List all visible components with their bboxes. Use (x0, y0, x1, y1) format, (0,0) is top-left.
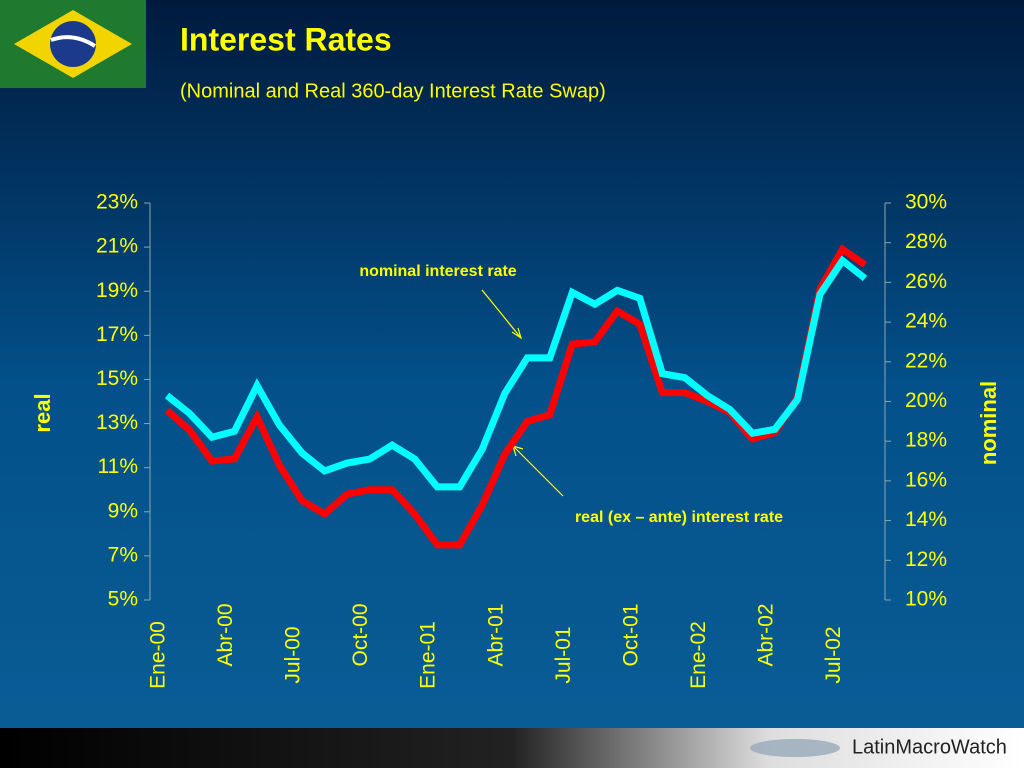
y2-tick-label: 18% (905, 429, 947, 452)
y2-tick-label: 26% (905, 270, 947, 293)
y2-tick-label: 20% (905, 389, 947, 412)
y-tick-label: 21% (96, 235, 138, 258)
y-tick-label: 19% (96, 279, 138, 302)
chart-title: Interest Rates (180, 21, 392, 57)
line-series (164, 244, 867, 549)
x-tick-label: Jul-01 (552, 626, 575, 683)
x-tick-label: Ene-00 (147, 621, 170, 689)
annotation-arrows (481, 289, 564, 497)
y2-tick-label: 16% (905, 468, 947, 491)
annotation: real (ex – ante) interest rate (575, 509, 783, 526)
footer-bar (0, 728, 1024, 768)
y-tick-label: 7% (108, 543, 138, 566)
line-series (164, 255, 868, 491)
y2-tick-label: 12% (905, 548, 947, 571)
x-tick-label: Jul-00 (282, 626, 305, 683)
x-tick-label: Abr-01 (484, 603, 507, 666)
y2-tick-label: 30% (905, 191, 947, 214)
y-tick-label: 23% (96, 191, 138, 214)
logo-text: LatinMacroWatch (852, 736, 1007, 758)
logo: LatinMacroWatch (750, 736, 1007, 758)
y2-tick-label: 14% (905, 508, 947, 531)
flag (0, 0, 146, 88)
y2-axis-title: nominal (976, 381, 1001, 465)
x-tick-label: Abr-00 (214, 603, 237, 666)
x-tick-label: Ene-02 (687, 621, 710, 689)
y2-tick-label: 10% (905, 588, 947, 611)
y-tick-label: 11% (98, 455, 138, 478)
y-tick-label: 9% (108, 499, 138, 522)
x-tick-label: Abr-02 (754, 603, 777, 666)
x-tick-label: Ene-01 (417, 621, 440, 689)
y2-tick-label: 22% (905, 349, 947, 372)
x-tick-label: Oct-00 (349, 603, 372, 666)
y-tick-label: 15% (96, 367, 138, 390)
annotation: nominal interest rate (359, 263, 516, 280)
y2-tick-label: 28% (905, 230, 947, 253)
y-axis-title: real (30, 393, 55, 432)
y-tick-label: 5% (108, 588, 138, 611)
y2-tick-label: 24% (905, 310, 947, 333)
y-tick-label: 13% (96, 411, 138, 434)
x-tick-label: Jul-02 (822, 626, 845, 683)
x-tick-label: Oct-01 (619, 603, 642, 666)
chart-subtitle: (Nominal and Real 360-day Interest Rate … (180, 80, 606, 102)
y-tick-label: 17% (96, 323, 138, 346)
